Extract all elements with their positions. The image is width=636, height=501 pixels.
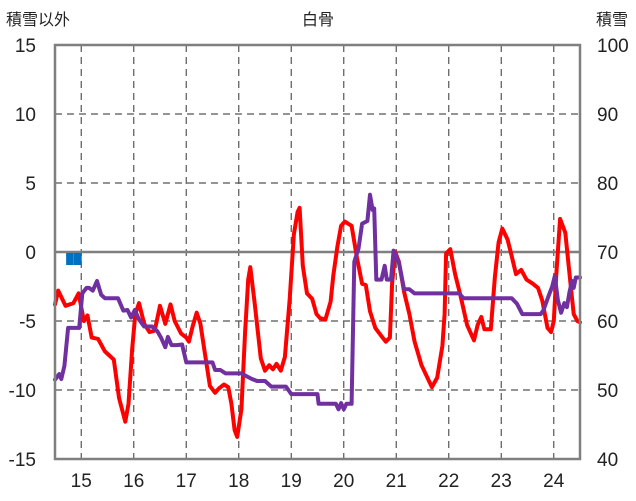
x-tick-label: 15 [71, 471, 92, 492]
right-axis-label: 積雪 [596, 10, 628, 29]
marker-bar [69, 253, 74, 265]
right-tick-label: 80 [597, 174, 618, 195]
left-tick-label: -10 [9, 381, 36, 402]
plot-frame [53, 43, 582, 461]
right-tick-label: 90 [597, 105, 618, 126]
x-tick-label: 16 [123, 471, 144, 492]
x-tick-label: 22 [438, 471, 459, 492]
right-tick-label: 60 [597, 312, 618, 333]
x-tick-label: 20 [333, 471, 354, 492]
left-tick-label: -15 [9, 450, 36, 471]
purple-series-line [53, 192, 582, 412]
x-tick-label: 17 [176, 471, 197, 492]
right-tick-label: 70 [597, 243, 618, 264]
right-tick-label: 100 [597, 36, 629, 57]
red-series-line [53, 205, 582, 439]
left-tick-label: 0 [25, 243, 36, 264]
left-tick-label: 5 [25, 174, 36, 195]
left-tick-label: 10 [15, 105, 36, 126]
left-tick-label: 15 [15, 36, 36, 57]
left-axis-label: 積雪以外 [6, 10, 70, 29]
left-tick-label: -5 [19, 312, 36, 333]
right-tick-label: 40 [597, 450, 618, 471]
x-tick-label: 24 [543, 471, 565, 492]
x-tick-label: 19 [281, 471, 302, 492]
x-tick-label: 18 [228, 471, 249, 492]
marker-bar [77, 253, 82, 265]
marker-bar [66, 253, 71, 265]
axis-ticks: 15 16 17 18 19 20 21 22 23 24151050-5-10-15100908… [9, 36, 629, 492]
marker-bar [74, 253, 78, 265]
series-layer [53, 192, 582, 439]
chart-title: 白骨 [302, 10, 334, 29]
right-tick-label: 50 [597, 381, 618, 402]
x-tick-label: 21 [386, 471, 407, 492]
x-tick-label: 23 [491, 471, 512, 492]
